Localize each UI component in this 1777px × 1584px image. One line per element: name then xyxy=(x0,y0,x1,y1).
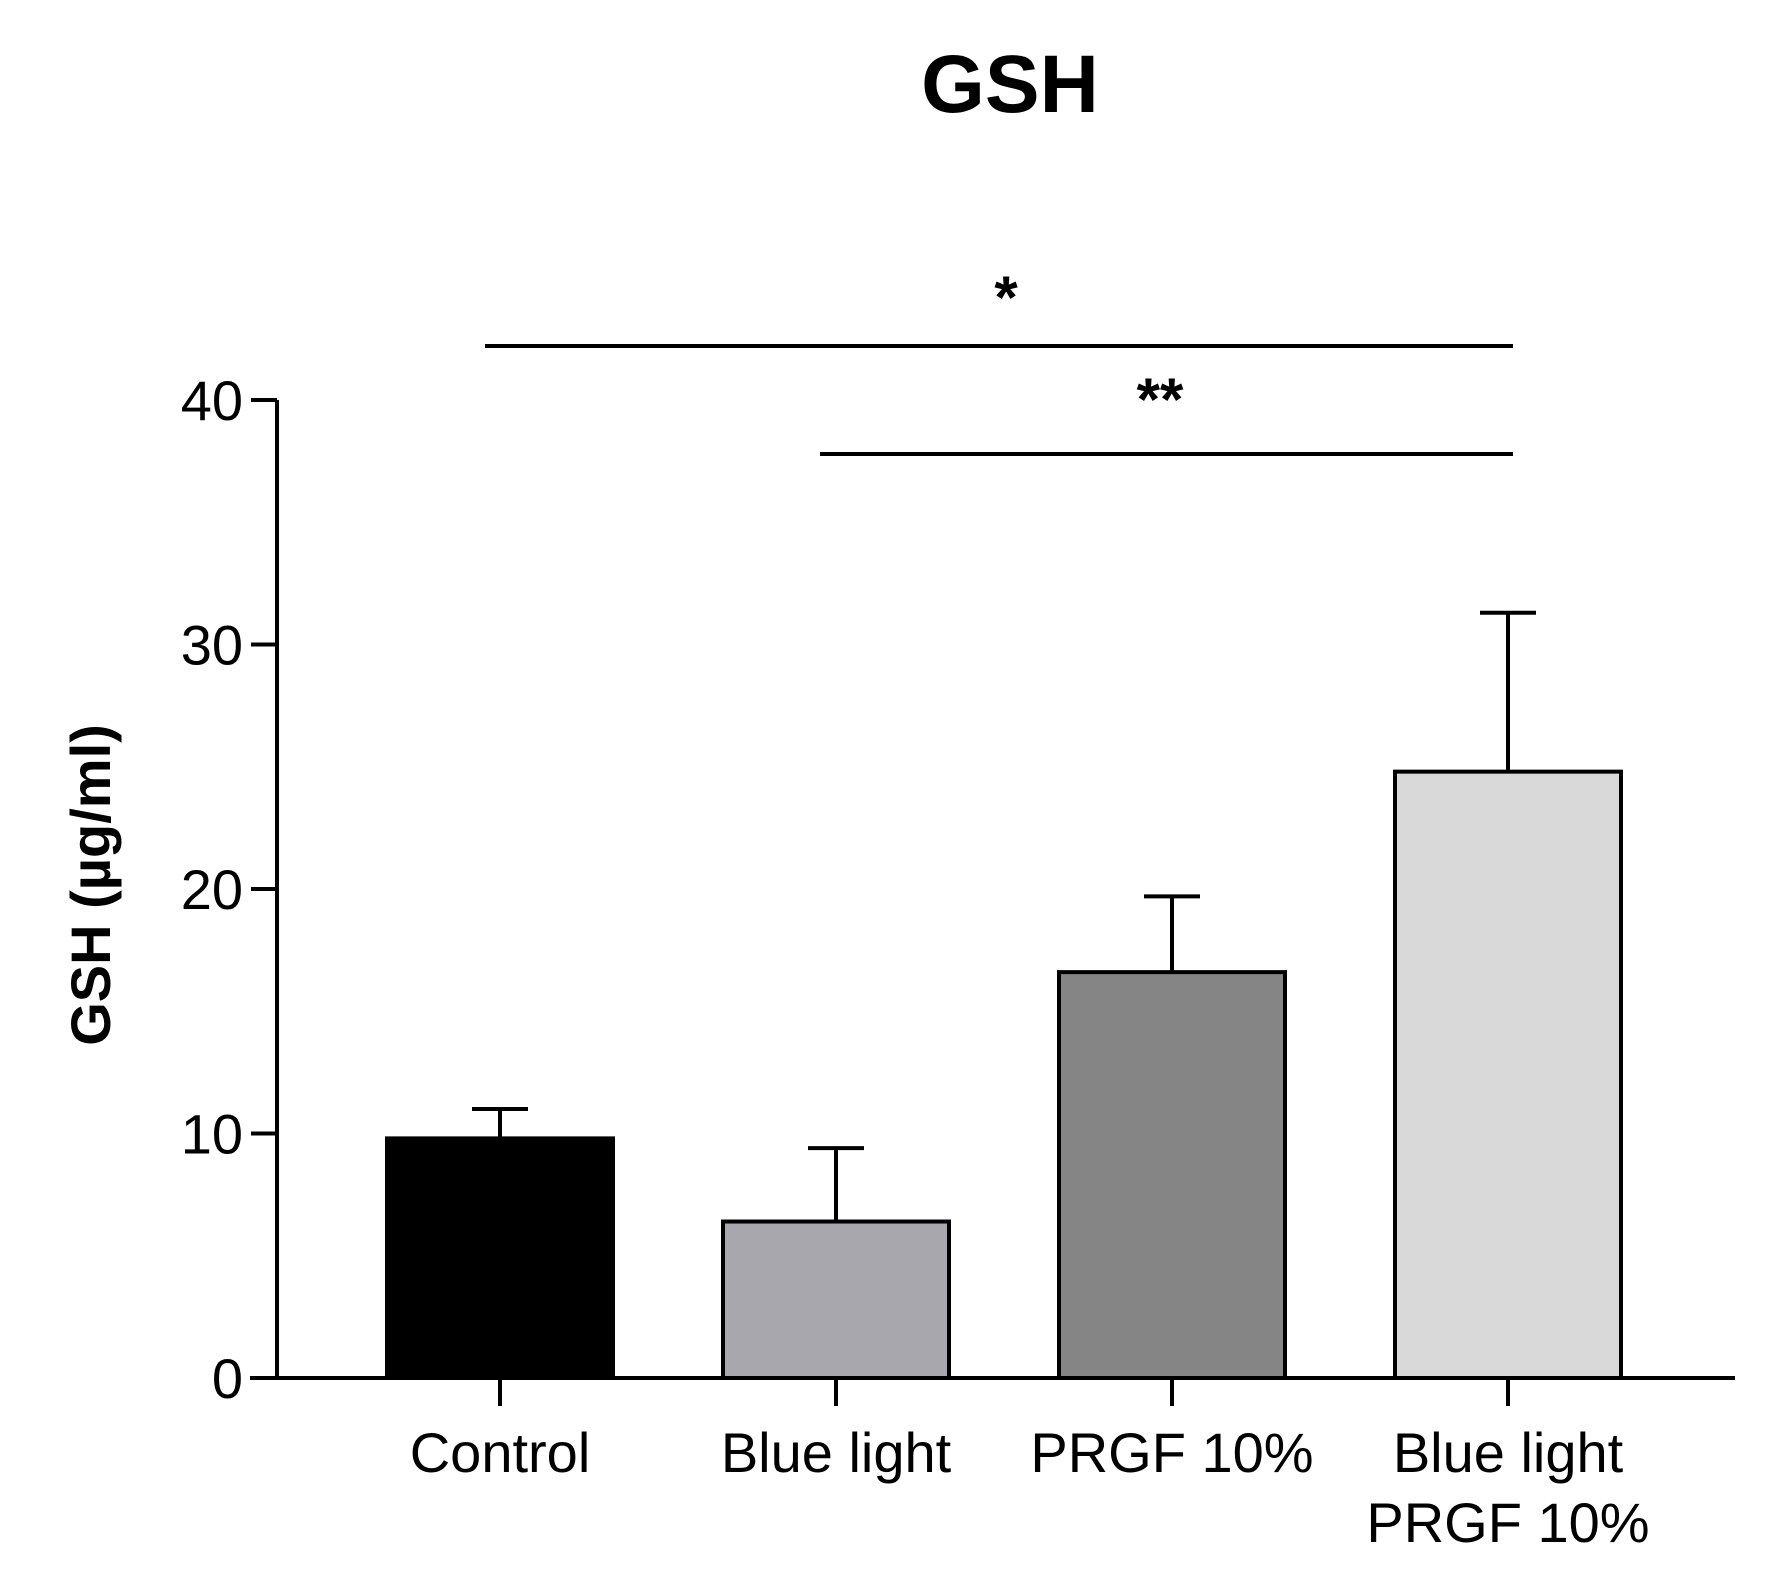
significance-annotations: *** xyxy=(485,264,1513,456)
significance-label: * xyxy=(994,264,1018,331)
x-tick-label: PRGF 10% xyxy=(1030,1421,1313,1484)
x-tick-label: Blue light xyxy=(721,1421,952,1484)
x-ticks: Control Blue light PRGF 10% Blue light PRGF … xyxy=(410,1378,1650,1554)
x-tick-label: PRGF 10% xyxy=(1366,1491,1649,1554)
y-tick-label: 10 xyxy=(181,1103,243,1166)
y-tick-label: 20 xyxy=(181,858,243,921)
bars xyxy=(385,610,1623,1381)
bar xyxy=(721,1219,951,1381)
chart-title: GSH xyxy=(921,39,1099,130)
y-tick-label: 40 xyxy=(181,369,243,432)
x-tick-label: Control xyxy=(410,1421,591,1484)
bar xyxy=(385,1136,615,1381)
y-ticks: 0 10 20 30 40 xyxy=(181,369,277,1410)
y-tick-label: 0 xyxy=(212,1347,243,1410)
y-tick-label: 30 xyxy=(181,614,243,677)
significance-label: ** xyxy=(1137,366,1184,433)
bar xyxy=(1393,769,1623,1380)
bar xyxy=(1057,970,1287,1380)
x-tick-label: Blue light xyxy=(1393,1421,1624,1484)
y-axis-label: GSH (µg/ml) xyxy=(59,724,122,1046)
